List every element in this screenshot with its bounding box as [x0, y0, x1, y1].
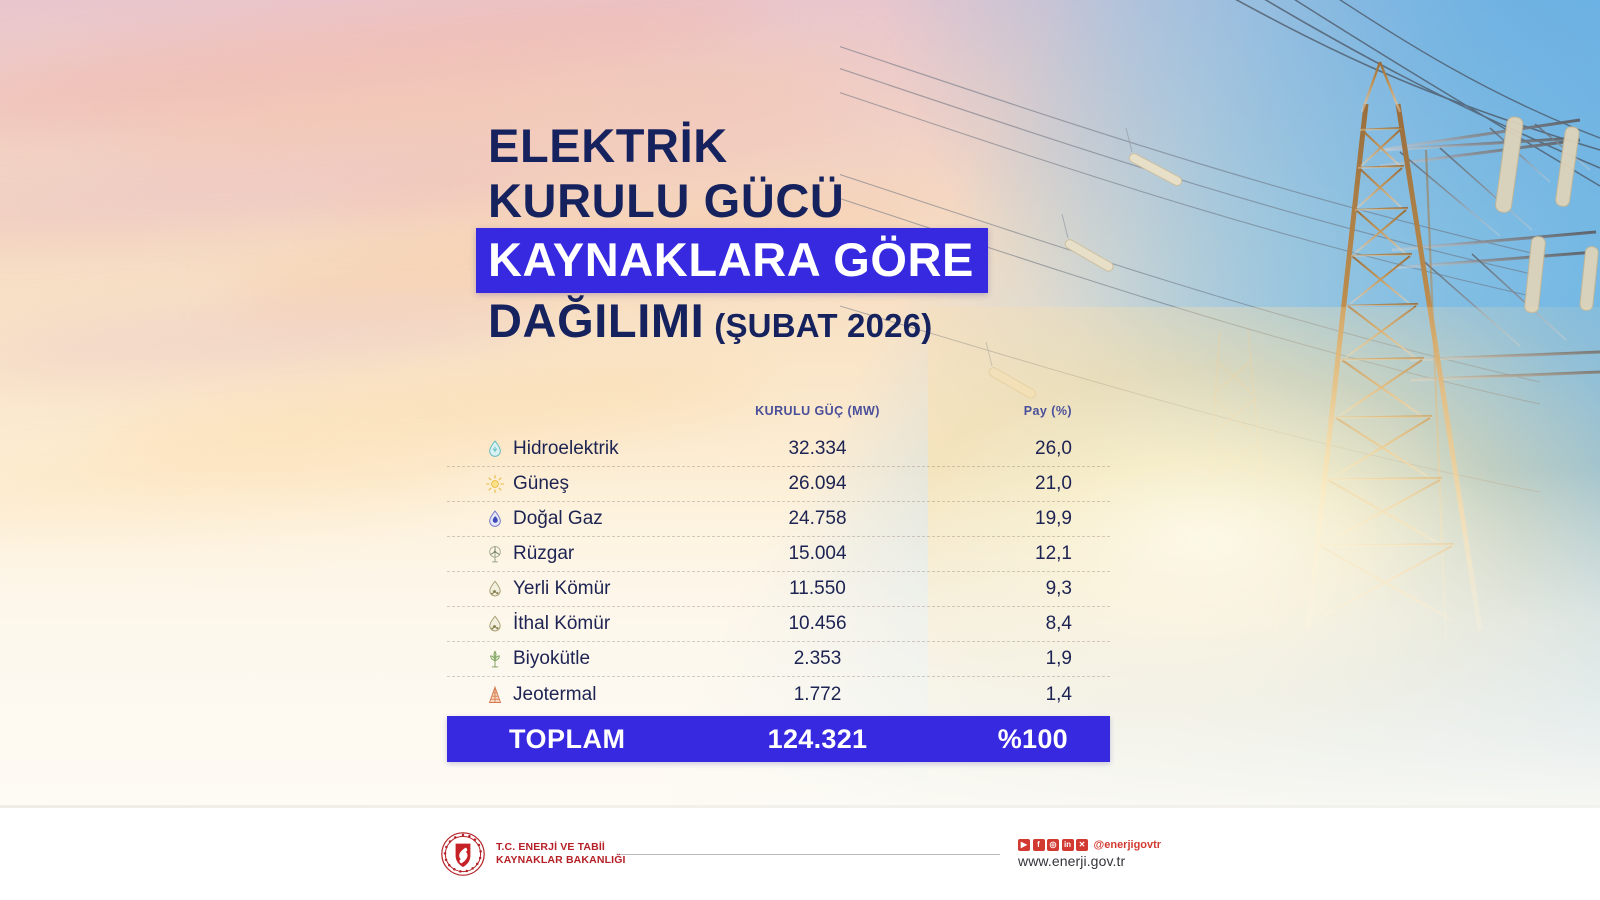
youtube-icon[interactable]: ▶	[1018, 839, 1030, 851]
row-share: 21,0	[1035, 473, 1072, 494]
table-row: İthal Kömür 10.456 8,4	[447, 607, 1110, 642]
header-capacity: KURULU GÜÇ (MW)	[755, 404, 880, 418]
headline-line-4: DAĞILIMI (ŞUBAT 2026)	[488, 293, 1108, 353]
row-source-label: Güneş	[513, 473, 569, 494]
row-share: 1,4	[1045, 683, 1072, 705]
wind-turbine-icon	[489, 546, 501, 563]
ministry-logo: T.C. ENERJİ VE TABİİ KAYNAKLAR BAKANLIĞI	[440, 831, 626, 877]
row-share: 9,3	[1045, 578, 1072, 599]
row-source-label: Yerli Kömür	[513, 578, 611, 599]
social-links: ▶ f ◎ in ✕ @enerjigovtr	[1018, 839, 1161, 851]
row-source-label: Biyokütle	[513, 648, 591, 669]
row-source-label: Doğal Gaz	[513, 508, 603, 529]
headline-period: (ŞUBAT 2026)	[714, 307, 933, 344]
row-source-label: Jeotermal	[513, 683, 597, 705]
headline-line-3: KAYNAKLARA GÖRE	[476, 228, 1108, 293]
ministry-seal-icon	[441, 832, 485, 876]
row-share: 26,0	[1035, 438, 1072, 459]
row-capacity: 1.772	[793, 683, 842, 705]
page-title: ELEKTRİK KURULU GÜCÜ KAYNAKLARA GÖRE DAĞ…	[476, 118, 1108, 353]
footer: T.C. ENERJİ VE TABİİ KAYNAKLAR BAKANLIĞI…	[0, 808, 1600, 900]
linkedin-icon[interactable]: in	[1061, 839, 1074, 851]
table-header-row: KURULU GÜÇ (MW) Pay (%)	[447, 396, 1110, 426]
total-capacity: 124.321	[767, 723, 868, 754]
website-url[interactable]: www.enerji.gov.tr	[1018, 853, 1126, 869]
social-handle[interactable]: @enerjigovtr	[1093, 839, 1162, 851]
row-source-label: Hidroelektrik	[513, 438, 619, 459]
background-photo	[0, 0, 1600, 808]
x-twitter-icon[interactable]: ✕	[1076, 839, 1088, 851]
headline-line-1: ELEKTRİK	[488, 119, 728, 172]
social-block: ▶ f ◎ in ✕ @enerjigovtr www.enerji.gov.t…	[1018, 839, 1161, 869]
table-row: Biyokütle 2.353 1,9	[447, 642, 1110, 677]
table-row: Jeotermal 1.772 1,4	[447, 677, 1110, 712]
table-row: Güneş 26.094 21,0	[447, 467, 1110, 502]
row-capacity: 15.004	[788, 543, 847, 564]
row-capacity: 2.353	[793, 648, 842, 669]
instagram-icon[interactable]: ◎	[1047, 839, 1059, 851]
total-label: TOPLAM	[509, 723, 626, 754]
row-capacity: 24.758	[788, 508, 847, 529]
headline-line-4-main: DAĞILIMI	[488, 294, 705, 347]
capacity-table: KURULU GÜÇ (MW) Pay (%) Hidroelektrik 32.…	[447, 396, 1110, 762]
total-share: %100	[997, 723, 1068, 754]
row-source-label: İthal Kömür	[513, 613, 611, 634]
ministry-name-line-2: KAYNAKLAR BAKANLIĞI	[496, 854, 626, 866]
row-source: İthal Kömür	[447, 613, 705, 635]
coal-icon	[489, 615, 501, 632]
row-share: 1,9	[1045, 648, 1072, 669]
row-capacity: 10.456	[788, 613, 847, 634]
headline-line-2: KURULU GÜCÜ	[488, 174, 845, 227]
water-drop-icon	[489, 440, 501, 457]
table-row: Doğal Gaz 24.758 19,9	[447, 502, 1110, 537]
row-capacity: 26.094	[788, 473, 847, 494]
footer-divider	[0, 805, 1600, 808]
row-capacity: 11.550	[789, 578, 846, 599]
table-row: Hidroelektrik 32.334 26,0	[447, 432, 1110, 467]
row-source: Hidroelektrik	[447, 438, 705, 460]
row-source: Yerli Kömür	[447, 578, 705, 600]
row-source: Jeotermal	[447, 684, 705, 706]
row-source-label: Rüzgar	[513, 543, 575, 564]
table-row: Yerli Kömür 11.550 9,3	[447, 572, 1110, 607]
headline-highlight: KAYNAKLARA GÖRE	[476, 228, 988, 293]
row-source: Güneş	[447, 473, 705, 495]
coal-icon	[489, 580, 501, 597]
gas-flame-icon	[489, 510, 501, 527]
ministry-name-line-1: T.C. ENERJİ VE TABİİ	[496, 841, 605, 853]
row-capacity: 32.334	[788, 438, 847, 459]
header-share: Pay (%)	[1023, 404, 1072, 418]
footer-rule	[620, 854, 1000, 855]
facebook-icon[interactable]: f	[1032, 839, 1045, 851]
table-total-row: TOPLAM 124.321 %100	[447, 716, 1110, 762]
row-share: 19,9	[1035, 508, 1072, 529]
ministry-name: T.C. ENERJİ VE TABİİ KAYNAKLAR BAKANLIĞI	[496, 841, 626, 867]
row-source: Doğal Gaz	[447, 508, 705, 530]
table-body: Hidroelektrik 32.334 26,0 Güneş 26.094 21,0 Do…	[447, 432, 1110, 712]
biomass-leaf-icon	[490, 650, 500, 668]
row-share: 12,1	[1035, 543, 1072, 564]
sun-icon	[485, 474, 505, 494]
row-source: Biyokütle	[447, 648, 705, 670]
row-source: Rüzgar	[447, 543, 705, 565]
table-row: Rüzgar 15.004 12,1	[447, 537, 1110, 572]
row-share: 8,4	[1045, 613, 1072, 634]
geothermal-icon	[488, 685, 502, 703]
